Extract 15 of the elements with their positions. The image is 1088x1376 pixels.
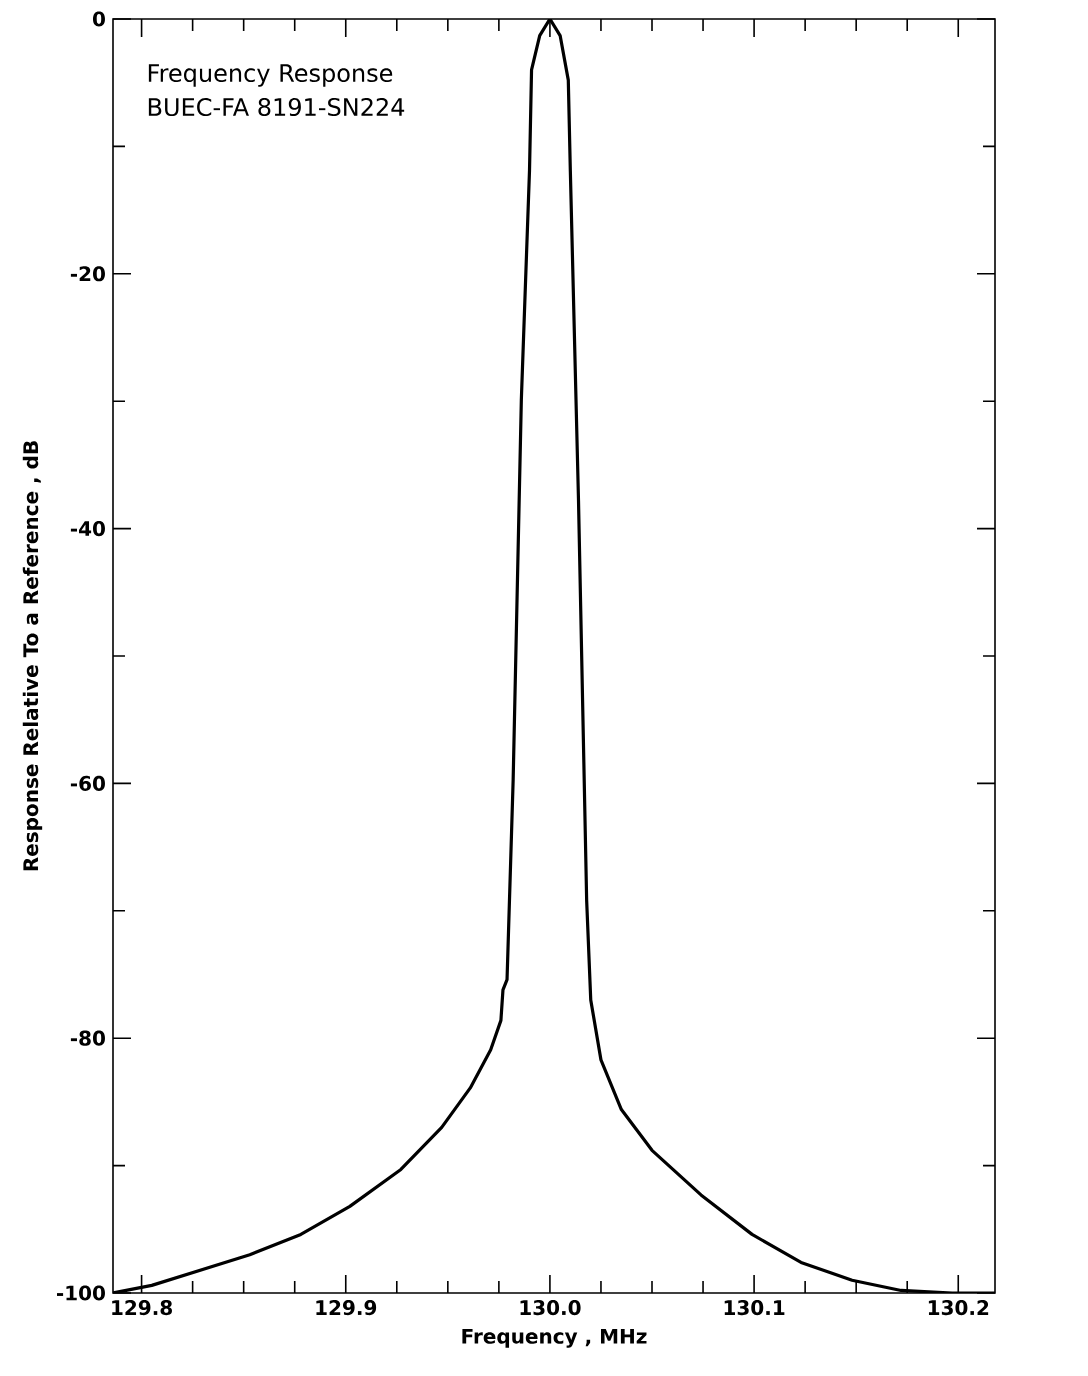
- y-tick-label: -20: [70, 266, 105, 282]
- x-tick-label: 130.2: [928, 1300, 989, 1316]
- x-tick-label: 130.1: [724, 1300, 785, 1316]
- x-axis-title: Frequency , MHz: [462, 1328, 647, 1348]
- y-tick-label: -80: [70, 1030, 105, 1046]
- text: Frequency Response: [148, 64, 393, 87]
- y-axis-title: Response Relative To a Reference , dB: [22, 441, 43, 871]
- y-tick-label: -100: [56, 1285, 105, 1301]
- x-tick-label: 130.0: [520, 1300, 581, 1316]
- y-tick-label: -40: [70, 521, 105, 537]
- y-tick-label: 0: [92, 11, 105, 27]
- text: BUEC-FA 8191-SN224: [148, 97, 405, 117]
- x-tick-label: 129.9: [316, 1300, 377, 1316]
- y-tick-label: -60: [70, 775, 105, 791]
- x-tick-label: 129.8: [112, 1300, 172, 1316]
